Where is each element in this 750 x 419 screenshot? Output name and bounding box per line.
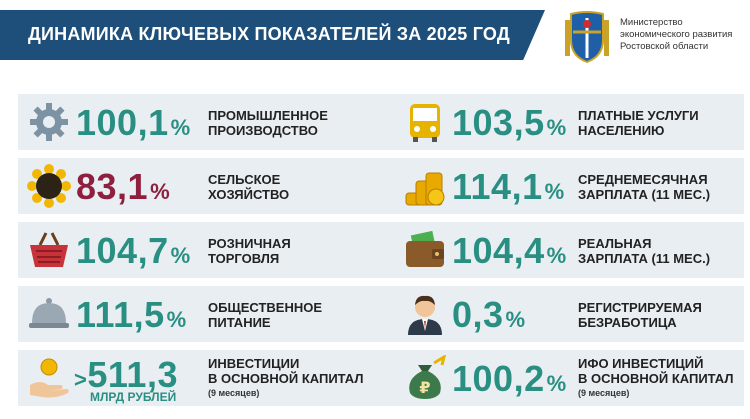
indicator-note: (9 месяцев) [578,388,630,398]
indicator-label: ПЛАТНЫЕ УСЛУГИ НАСЕЛЕНИЮ [578,108,699,138]
indicator-label: СРЕДНЕМЕСЯЧНАЯ ЗАРПЛАТА (11 МЕС.) [578,172,711,202]
indicator-label: СЕЛЬСКОЕ ХОЗЯЙСТВО [208,172,290,202]
indicator-paid-services: 103,5% ПЛАТНЫЕ УСЛУГИ НАСЕЛЕНИЮ [396,94,744,150]
money-bag-icon: ₽ [409,355,447,399]
coat-of-arms-icon [565,11,609,64]
coin-hand-icon [30,358,69,398]
indicator-note: (9 месяцев) [208,388,260,398]
indicator-value: 114,1% [452,166,565,207]
indicator-label: ПРОМЫШЛЕННОЕ ПРОИЗВОДСТВО [208,108,328,138]
ministry-line-1: Министерство [620,17,683,28]
indicator-value: 111,5% [76,294,187,335]
indicator-industry: 100,1% ПРОМЫШЛЕННОЕ ПРОИЗВОДСТВО [18,94,388,150]
indicator-unemployment: 0,3% РЕГИСТРИРУЕМАЯ БЕЗРАБОТИЦА [396,286,744,342]
indicator-row: 104,7% РОЗНИЧНАЯ ТОРГОВЛЯ 104,4% РЕАЛЬНАЯ… [18,222,744,278]
cloche-icon [29,298,69,328]
gear-icon [30,103,68,141]
svg-text:₽: ₽ [419,378,430,397]
sunflower-icon [27,164,71,208]
coins-icon [405,172,445,206]
indicator-row: 83,1% СЕЛЬСКОЕ ХОЗЯЙСТВО 114,1% СРЕДНЕМЕС… [18,158,744,214]
indicator-agriculture: 83,1% СЕЛЬСКОЕ ХОЗЯЙСТВО [18,158,388,214]
indicator-average-salary: 114,1% СРЕДНЕМЕСЯЧНАЯ ЗАРПЛАТА (11 МЕС.) [396,158,744,214]
ministry-line-3: Ростовской области [620,41,709,52]
indicator-value: 100,2% [452,358,567,399]
page-title: ДИНАМИКА КЛЮЧЕВЫХ ПОКАЗАТЕЛЕЙ ЗА 2025 ГО… [28,24,510,44]
indicator-retail: 104,7% РОЗНИЧНАЯ ТОРГОВЛЯ [18,222,388,278]
indicator-label: ИНВЕСТИЦИИ В ОСНОВНОЙ КАПИТАЛ (9 месяцев) [208,356,363,401]
indicator-value: 104,4% [452,230,567,271]
indicator-investment-index: ₽ 100,2% ИФО ИНВЕСТИЦИЙ В ОСНОВНОЙ КАПИТА… [396,350,744,406]
person-icon [408,295,442,335]
header-banner: ДИНАМИКА КЛЮЧЕВЫХ ПОКАЗАТЕЛЕЙ ЗА 2025 ГО… [0,10,545,60]
indicator-row: >511,3 МЛРД РУБЛЕЙ ИНВЕСТИЦИИ В ОСНОВНОЙ … [18,350,744,406]
indicator-real-salary: 104,4% РЕАЛЬНАЯ ЗАРПЛАТА (11 МЕС.) [396,222,744,278]
ministry-caption: Министерство экономического развития Рос… [620,17,745,53]
indicator-investment: >511,3 МЛРД РУБЛЕЙ ИНВЕСТИЦИИ В ОСНОВНОЙ … [18,350,388,406]
indicator-label: ИФО ИНВЕСТИЦИЙ В ОСНОВНОЙ КАПИТАЛ (9 меся… [578,356,733,401]
wallet-icon [406,230,444,267]
indicator-unit: МЛРД РУБЛЕЙ [90,390,177,404]
indicator-row: 100,1% ПРОМЫШЛЕННОЕ ПРОИЗВОДСТВО 103,5% П… [18,94,744,150]
indicator-value: >511,3 [74,354,178,395]
basket-icon [30,232,68,267]
indicator-value: 104,7% [76,230,191,271]
indicator-label: РЕГИСТРИРУЕМАЯ БЕЗРАБОТИЦА [578,300,702,330]
bus-icon [410,104,440,142]
indicator-label: РЕАЛЬНАЯ ЗАРПЛАТА (11 МЕС.) [578,236,711,266]
indicator-label: ОБЩЕСТВЕННОЕ ПИТАНИЕ [208,300,322,330]
indicator-value: 103,5% [452,102,567,143]
indicator-value: 100,1% [76,102,191,143]
indicator-catering: 111,5% ОБЩЕСТВЕННОЕ ПИТАНИЕ [18,286,388,342]
indicator-value: 0,3% [452,294,526,335]
indicator-value: 83,1% [76,166,171,207]
indicator-label: РОЗНИЧНАЯ ТОРГОВЛЯ [208,236,291,266]
ministry-line-2: экономического развития [620,29,733,40]
indicator-row: 111,5% ОБЩЕСТВЕННОЕ ПИТАНИЕ 0,3% РЕГИСТРИ… [18,286,744,342]
